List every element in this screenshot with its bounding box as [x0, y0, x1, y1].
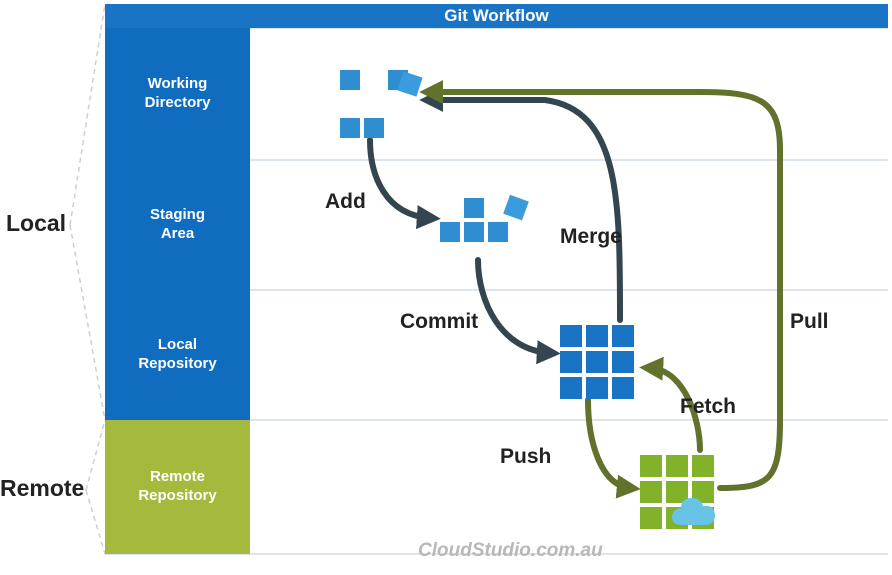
- staging-area-icon: [440, 195, 529, 242]
- row-label-3: Remote Repository: [105, 420, 250, 554]
- row-label-text: Working Directory: [145, 75, 211, 113]
- bracket-local-bottom: [70, 225, 105, 420]
- side-label-remote: Remote: [0, 475, 84, 502]
- working-directory-icon: [340, 70, 423, 138]
- local-repository-icon: [560, 325, 634, 399]
- side-label-local: Local: [6, 210, 66, 237]
- title-text: Git Workflow: [444, 6, 549, 26]
- title-bar: Git Workflow: [105, 4, 888, 28]
- op-label-merge: Merge: [560, 225, 622, 249]
- arrow-push: [588, 400, 630, 488]
- op-label-add: Add: [325, 190, 366, 214]
- row-label-0: Working Directory: [105, 28, 250, 160]
- arrow-add: [370, 140, 430, 218]
- op-label-pull: Pull: [790, 310, 829, 334]
- row-label-text: Remote Repository: [138, 468, 216, 506]
- op-label-commit: Commit: [400, 310, 478, 334]
- op-label-push: Push: [500, 445, 551, 469]
- row-label-1: Staging Area: [105, 160, 250, 290]
- row-label-2: Local Repository: [105, 290, 250, 420]
- op-label-fetch: Fetch: [680, 395, 736, 419]
- bracket-remote-top: [86, 420, 105, 490]
- remote-repository-icon: [640, 455, 715, 529]
- bracket-local-top: [70, 4, 105, 225]
- row-label-text: Staging Area: [150, 206, 205, 244]
- bracket-remote-bottom: [86, 490, 105, 554]
- row-label-text: Local Repository: [138, 336, 216, 374]
- arrow-commit: [478, 260, 550, 353]
- watermark: CloudStudio.com.au: [418, 540, 603, 562]
